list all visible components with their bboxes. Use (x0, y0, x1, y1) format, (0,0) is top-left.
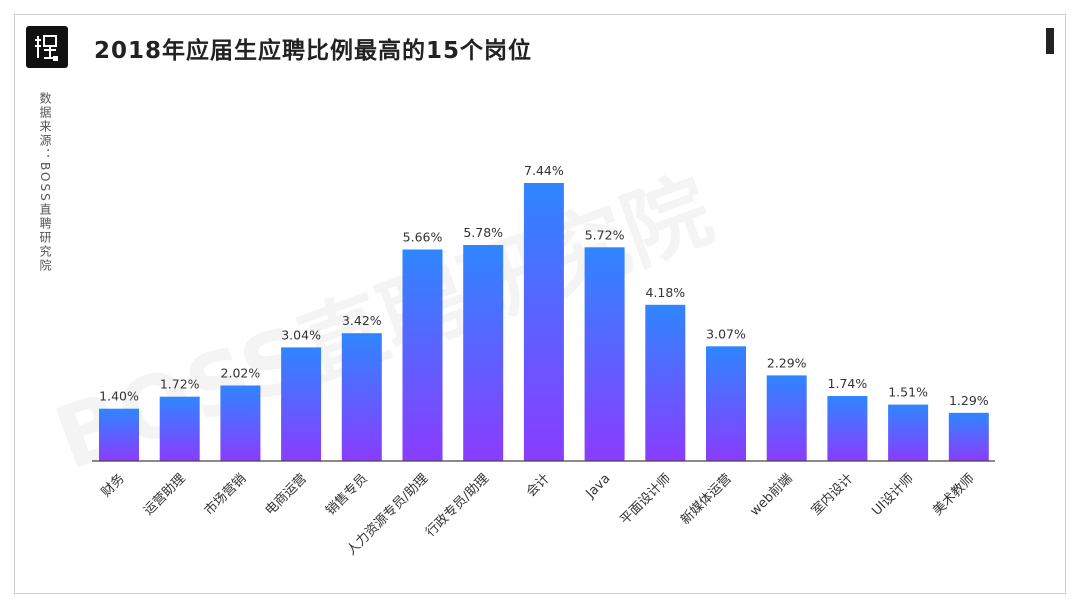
value-label-13: 1.74% (828, 376, 868, 391)
category-label-5: 销售专员 (323, 471, 371, 519)
bar-1 (99, 408, 139, 461)
category-label-11: 新媒体运营 (678, 471, 735, 528)
value-label-15: 1.29% (949, 393, 989, 408)
brand-logo (26, 26, 68, 68)
bar-13 (827, 396, 868, 461)
value-label-12: 2.29% (767, 355, 807, 370)
value-label-1: 1.40% (99, 389, 139, 404)
bar-9 (584, 247, 625, 461)
value-label-5: 3.42% (342, 313, 382, 328)
value-label-14: 1.51% (888, 385, 928, 400)
value-label-7: 5.78% (463, 225, 503, 240)
category-label-1: 财务 (98, 471, 128, 501)
bar-5 (341, 333, 382, 461)
category-label-14: UI设计师 (869, 471, 917, 519)
value-label-group: 1.40% 1.72% 2.02% 3.04% 3.42% 5.66% 5.78% 7.44%… (99, 163, 989, 408)
value-label-10: 4.18% (645, 285, 685, 300)
value-label-3: 2.02% (221, 366, 261, 381)
bar-group (99, 183, 989, 461)
bar-2 (159, 396, 200, 461)
value-label-9: 5.72% (585, 227, 625, 242)
category-label-9: Java (583, 471, 614, 502)
logo-icon (35, 35, 58, 61)
category-label-10: 平面设计师 (618, 471, 675, 528)
category-label-13: 室内设计 (808, 471, 856, 519)
bar-4 (281, 347, 322, 461)
bar-12 (766, 375, 807, 461)
category-label-4: 电商运营 (263, 471, 310, 518)
corner-mark (1046, 28, 1054, 54)
bar-11 (706, 346, 746, 461)
chart-title: 2018年应届生应聘比例最高的15个岗位 (94, 38, 533, 64)
category-label-3: 市场营销 (201, 471, 249, 519)
category-label-2: 运营助理 (141, 471, 188, 518)
value-label-2: 1.72% (160, 377, 200, 392)
bar-14 (888, 404, 929, 461)
value-label-11: 3.07% (706, 326, 746, 341)
bar-7 (463, 245, 504, 461)
value-label-6: 5.66% (403, 230, 443, 245)
category-label-12: web前端 (747, 471, 796, 520)
bar-15 (948, 412, 989, 461)
bar-3 (220, 385, 261, 461)
value-label-8: 7.44% (524, 163, 564, 178)
data-source-note: 数据来源：BOSS直聘研究院 (38, 92, 52, 273)
value-label-4: 3.04% (281, 327, 321, 342)
bar-10 (645, 304, 686, 461)
category-label-8: 会计 (524, 471, 553, 500)
category-label-15: 美术教师 (930, 471, 978, 519)
bar-6 (402, 249, 443, 461)
bar-8 (523, 183, 564, 461)
category-label-7: 行政专员/助理 (423, 471, 492, 540)
